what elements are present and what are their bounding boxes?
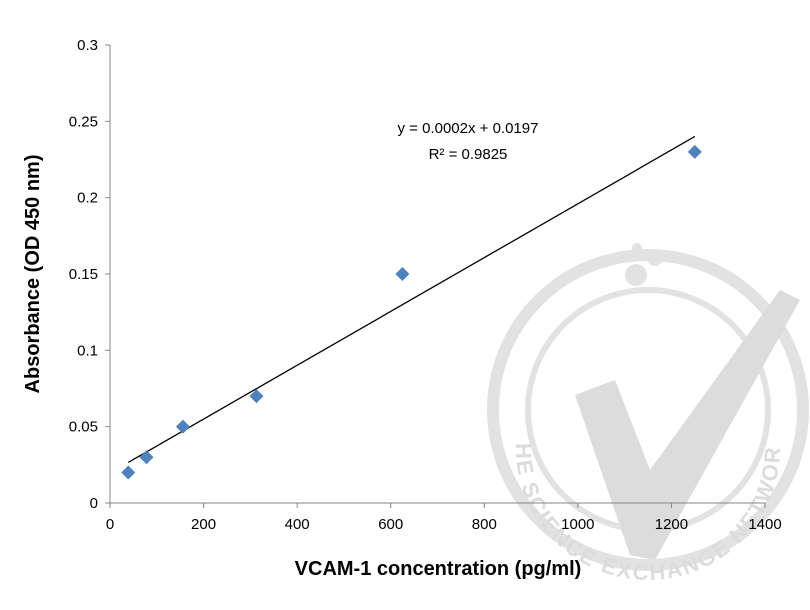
- y-axis-title: Absorbance (OD 450 nm): [22, 155, 44, 394]
- trendline: [127, 135, 696, 463]
- watermark-bubble-icon: [647, 250, 663, 266]
- x-tick-label: 800: [472, 516, 497, 533]
- y-tick-label: 0.05: [69, 419, 98, 436]
- y-tick-label: 0.3: [77, 37, 98, 54]
- y-tick-label: 0.1: [77, 342, 98, 359]
- x-tick-label: 200: [191, 516, 216, 533]
- x-tick-label: 1000: [561, 516, 594, 533]
- y-tick-label: 0.25: [69, 113, 98, 130]
- y-tick-label: 0.2: [77, 190, 98, 207]
- data-point: [249, 389, 264, 404]
- watermark-checkmark-icon: [575, 290, 800, 560]
- data-point: [121, 465, 136, 480]
- trendline-equation: y = 0.0002x + 0.0197: [398, 120, 539, 137]
- y-ticks: 0 0.05 0.1 0.15 0.2 0.25 0.3: [69, 37, 110, 512]
- x-tick-label: 1400: [748, 516, 781, 533]
- data-point: [139, 450, 154, 465]
- x-ticks: 0 200 400 600 800 1000 1200 1400: [106, 503, 782, 533]
- trendline-r-squared: R² = 0.9825: [429, 146, 508, 163]
- x-tick-label: 1200: [655, 516, 688, 533]
- x-tick-label: 0: [106, 516, 114, 533]
- y-tick-label: 0.15: [69, 266, 98, 283]
- watermark-bubble-icon: [625, 264, 647, 286]
- data-point: [175, 419, 190, 434]
- axes: [109, 45, 765, 504]
- watermark-bubble-icon: [632, 243, 642, 253]
- data-point: [687, 144, 702, 159]
- watermark: THE SCIENCE EXCHANGE NETWORK: [0, 0, 809, 585]
- x-tick-label: 600: [378, 516, 403, 533]
- data-points: [121, 144, 702, 480]
- x-tick-label: 400: [285, 516, 310, 533]
- x-axis-title: VCAM-1 concentration (pg/ml): [295, 558, 582, 580]
- y-tick-label: 0: [90, 495, 98, 512]
- data-point: [395, 267, 410, 281]
